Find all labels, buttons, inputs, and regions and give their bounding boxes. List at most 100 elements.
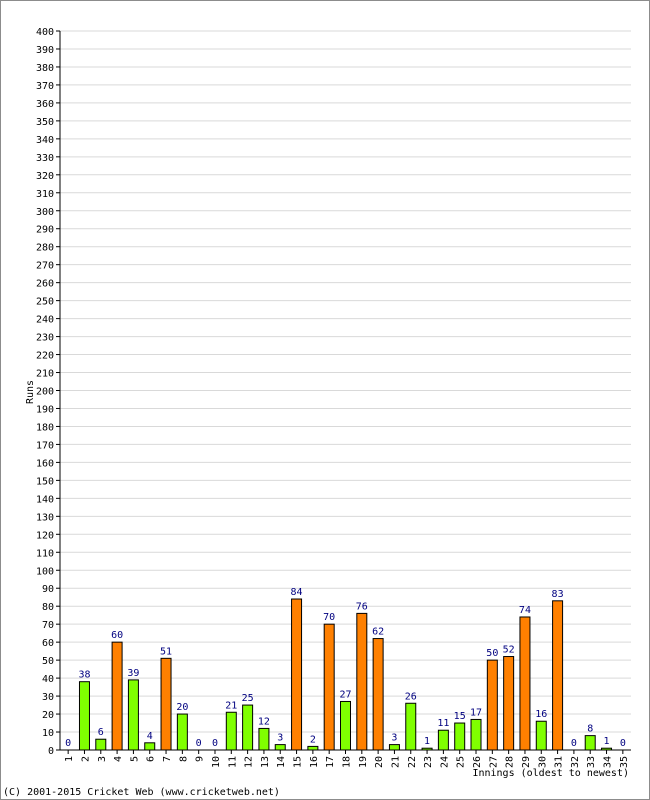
- x-tick-label: 6: [146, 756, 157, 762]
- x-tick-label: 12: [244, 756, 255, 768]
- bar-value-label: 50: [486, 648, 498, 659]
- x-tick-label: 30: [537, 756, 548, 768]
- y-tick-label: 270: [36, 261, 54, 272]
- bar-value-label: 70: [323, 612, 335, 623]
- axes: [56, 30, 631, 754]
- y-tick-label: 20: [42, 710, 54, 721]
- bar: [340, 700, 351, 751]
- x-tick-label: 15: [293, 756, 304, 768]
- y-tick-label: 200: [36, 387, 54, 398]
- x-tick-label: 4: [113, 756, 124, 762]
- y-tick-label: 0: [48, 746, 54, 757]
- bars: [78, 598, 613, 751]
- bar-value-label: 20: [176, 702, 188, 713]
- bar: [405, 702, 417, 751]
- y-tick-label: 50: [42, 656, 54, 667]
- x-tick-label: 32: [570, 756, 581, 768]
- x-tick-label: 14: [276, 756, 287, 768]
- bar: [356, 612, 368, 751]
- bar-value-label: 8: [587, 724, 593, 735]
- y-tick-label: 340: [36, 135, 54, 146]
- bar-value-label: 17: [470, 707, 482, 718]
- x-tick-label: 28: [505, 756, 516, 768]
- x-tick-label: 9: [195, 756, 206, 762]
- y-tick-label: 370: [36, 81, 54, 92]
- bar-value-label: 84: [291, 587, 303, 598]
- x-tick-label: 31: [554, 756, 565, 768]
- x-tick-label: 5: [129, 756, 140, 762]
- x-tick-label: 20: [374, 756, 385, 768]
- x-tick-label: 19: [358, 756, 369, 768]
- bar: [372, 638, 384, 751]
- bar-value-label: 0: [196, 738, 202, 749]
- y-tick-label: 60: [42, 638, 54, 649]
- x-tick-label: 11: [227, 756, 238, 768]
- x-tick-label: 21: [390, 756, 401, 768]
- y-tick-label: 160: [36, 458, 54, 469]
- bar-value-label: 0: [571, 738, 577, 749]
- bar-value-label: 51: [160, 646, 172, 657]
- x-tick-label: 18: [342, 756, 353, 768]
- bar: [503, 656, 515, 751]
- bar-value-label: 3: [277, 733, 283, 744]
- bar-value-label: 0: [620, 738, 626, 749]
- bar: [454, 722, 466, 751]
- y-tick-label: 190: [36, 404, 54, 415]
- y-tick-labels: 0 10 20 30 40 50 60 70 80 90 100 110 120 130 140 150 160…: [36, 27, 54, 757]
- bar-value-label: 0: [212, 738, 218, 749]
- bar: [95, 738, 107, 751]
- bar: [323, 623, 335, 751]
- x-tick-label: 25: [456, 756, 467, 768]
- x-tick-label: 29: [521, 756, 532, 768]
- bar-value-label: 62: [372, 627, 384, 638]
- bar-value-label: 0: [65, 738, 71, 749]
- y-tick-label: 70: [42, 620, 54, 631]
- y-axis-label: Runs: [25, 380, 36, 404]
- bar-value-label: 1: [604, 736, 610, 747]
- y-tick-label: 250: [36, 297, 54, 308]
- bar: [519, 616, 531, 751]
- bar: [584, 735, 596, 751]
- x-tick-label: 2: [80, 756, 91, 762]
- bar-value-label: 3: [391, 733, 397, 744]
- y-tick-label: 350: [36, 117, 54, 128]
- y-tick-label: 320: [36, 171, 54, 182]
- bar: [176, 713, 188, 751]
- bar: [470, 718, 482, 751]
- y-tick-label: 300: [36, 207, 54, 218]
- y-tick-label: 10: [42, 728, 54, 739]
- y-tick-label: 390: [36, 45, 54, 56]
- bar: [144, 742, 156, 751]
- bar: [437, 729, 449, 751]
- bar: [78, 681, 90, 751]
- gridlines: [60, 30, 631, 733]
- x-tick-label: 3: [97, 756, 108, 762]
- bar-value-label: 25: [242, 693, 254, 704]
- x-tick-label: 23: [423, 756, 434, 768]
- y-tick-label: 180: [36, 422, 54, 433]
- y-tick-label: 150: [36, 476, 54, 487]
- x-tick-label: 13: [260, 756, 271, 768]
- y-tick-label: 260: [36, 279, 54, 290]
- bar: [291, 598, 303, 751]
- copyright-footer: (C) 2001-2015 Cricket Web (www.cricketwe…: [3, 787, 280, 798]
- bar: [111, 641, 123, 751]
- bar-value-label: 12: [258, 716, 270, 727]
- bar-value-label: 27: [339, 689, 351, 700]
- bar-value-label: 1: [424, 736, 430, 747]
- x-tick-label: 17: [325, 756, 336, 768]
- x-tick-label: 33: [586, 756, 597, 768]
- x-tick-label: 1: [64, 756, 75, 762]
- x-tick-label: 16: [309, 756, 320, 768]
- y-tick-label: 110: [36, 548, 54, 559]
- bar: [274, 744, 286, 751]
- y-tick-label: 290: [36, 225, 54, 236]
- bar-value-label: 2: [310, 734, 316, 745]
- x-tick-labels: 1 2 3 4 5 6 7 8 9 10 11 12 13 14 15 16 17 18 19 20 21 22 23 24 2…: [64, 756, 630, 768]
- y-tick-label: 130: [36, 512, 54, 523]
- bar-value-label: 6: [98, 727, 104, 738]
- bar: [307, 745, 319, 751]
- x-tick-label: 27: [488, 756, 499, 768]
